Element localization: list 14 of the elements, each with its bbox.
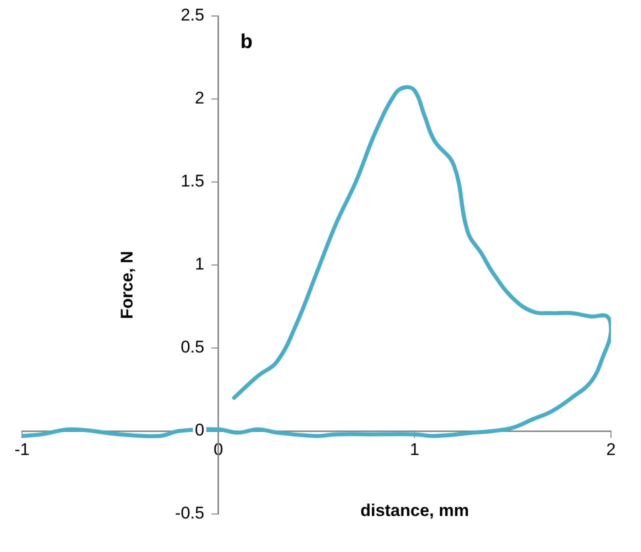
annotation: b	[240, 31, 253, 53]
x-tick-label: 2	[606, 440, 616, 459]
y-tick-label: 0	[194, 420, 204, 440]
y-tick-label: 1	[194, 254, 204, 274]
y-tick-label: 1.5	[180, 172, 204, 191]
y-tick-label: 0.5	[180, 338, 204, 357]
x-tick-label: -1	[14, 440, 30, 459]
y-tick-label: -0.5	[175, 504, 204, 523]
x-tick-label: 1	[410, 440, 420, 459]
y-tick-label: 2	[194, 88, 204, 108]
x-axis-title: distance, mm	[360, 501, 469, 520]
line-series	[22, 85, 611, 438]
y-axis-title: Force, N	[117, 250, 136, 320]
y-tick-label: 2.5	[180, 6, 204, 25]
